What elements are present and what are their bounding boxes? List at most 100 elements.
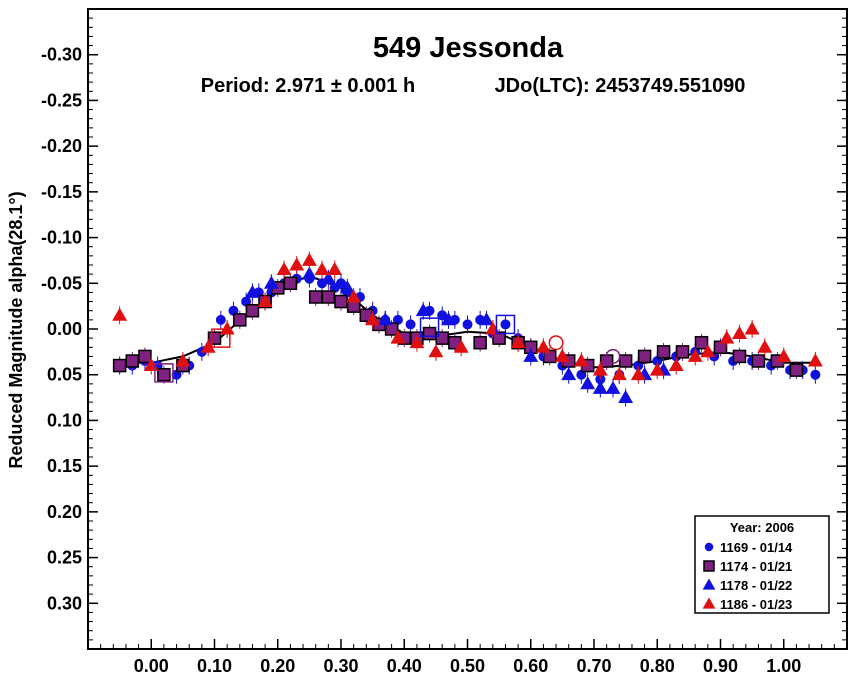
x-tick-label: 0.60 bbox=[513, 656, 548, 676]
data-point bbox=[719, 330, 735, 344]
x-tick-label: 0.10 bbox=[197, 656, 232, 676]
data-point bbox=[422, 326, 437, 341]
data-point bbox=[687, 348, 703, 362]
data-point bbox=[339, 280, 355, 294]
data-point bbox=[125, 354, 140, 368]
data-point bbox=[390, 330, 406, 344]
x-axis-ticks: 0.00 0.10 0.20 0.30 0.40 0.50 0.60 0.70 0.80 0.90… bbox=[87, 639, 848, 676]
legend-box bbox=[694, 515, 830, 614]
data-point bbox=[592, 380, 608, 394]
x-tick-label: 0.90 bbox=[703, 656, 738, 676]
data-point bbox=[384, 322, 399, 336]
legend-label: 1186 - 01/23 bbox=[720, 597, 792, 612]
y-tick-label: 0.05 bbox=[47, 365, 82, 385]
data-point bbox=[175, 353, 191, 367]
y-tick-label: 0.20 bbox=[47, 502, 82, 522]
data-point bbox=[112, 307, 128, 321]
chart-title: 549 Jessonda bbox=[373, 32, 564, 64]
open-marker bbox=[495, 314, 516, 335]
data-point bbox=[732, 325, 747, 340]
data-point bbox=[807, 353, 823, 367]
data-point bbox=[245, 303, 260, 318]
data-point bbox=[257, 293, 273, 308]
legend-marker bbox=[704, 542, 714, 552]
y-tick-label: -0.15 bbox=[41, 182, 82, 202]
data-point bbox=[618, 389, 634, 404]
legend-label: 1178 - 01/22 bbox=[720, 578, 792, 593]
data-point bbox=[713, 340, 728, 355]
data-point bbox=[428, 344, 444, 358]
data-point bbox=[637, 349, 652, 364]
y-tick-label: 0.00 bbox=[47, 319, 82, 339]
legend-marker bbox=[702, 597, 716, 609]
data-point bbox=[301, 252, 317, 266]
open-marker bbox=[605, 348, 621, 364]
y-tick-label: -0.05 bbox=[41, 273, 82, 293]
open-markers bbox=[154, 314, 621, 383]
data-point bbox=[630, 367, 646, 381]
data-point bbox=[611, 367, 627, 381]
x-tick-label: 0.80 bbox=[640, 656, 675, 676]
x-tick-label: 0.50 bbox=[450, 656, 485, 676]
data-point bbox=[479, 312, 494, 326]
data-point bbox=[157, 367, 171, 382]
y-tick-label: -0.10 bbox=[41, 228, 82, 248]
data-point bbox=[554, 348, 570, 362]
x-tick-label: 0.70 bbox=[576, 656, 611, 676]
data-point bbox=[320, 271, 336, 285]
open-marker bbox=[154, 363, 174, 383]
x-tick-label: 1.00 bbox=[766, 656, 801, 676]
data-point bbox=[751, 354, 766, 368]
legend-marker bbox=[702, 578, 716, 590]
data-point bbox=[314, 261, 330, 276]
data-point bbox=[308, 290, 323, 304]
data-point bbox=[453, 339, 469, 353]
y-tick-label: -0.25 bbox=[41, 90, 82, 110]
data-point bbox=[573, 353, 589, 367]
data-point bbox=[276, 261, 292, 276]
y-tick-label: -0.30 bbox=[41, 45, 82, 65]
data-point bbox=[437, 310, 448, 321]
data-point bbox=[263, 275, 279, 289]
data-point bbox=[500, 319, 511, 330]
data-point bbox=[244, 284, 260, 298]
period-label: Period: 2.971 ± 0.001 h bbox=[201, 75, 415, 97]
x-tick-label: 0.20 bbox=[260, 656, 295, 676]
data-point bbox=[346, 289, 362, 303]
data-point bbox=[289, 257, 305, 271]
legend-label: 1169 - 01/14 bbox=[720, 540, 793, 555]
data-point bbox=[675, 345, 690, 359]
data-point bbox=[283, 276, 298, 291]
y-tick-label: 0.30 bbox=[47, 593, 82, 613]
data-point bbox=[592, 362, 608, 376]
y-tick-label: 0.15 bbox=[47, 456, 82, 476]
data-point bbox=[523, 348, 539, 362]
data-point bbox=[776, 348, 792, 362]
data-point bbox=[542, 349, 557, 364]
data-point bbox=[492, 331, 506, 345]
y-tick-label: 0.10 bbox=[47, 410, 82, 430]
open-marker bbox=[211, 328, 231, 348]
data-point bbox=[535, 339, 551, 353]
open-marker bbox=[419, 317, 440, 337]
data-point bbox=[744, 321, 760, 335]
data-point bbox=[618, 354, 633, 368]
data-point bbox=[334, 294, 348, 309]
legend-label: 1174 - 01/21 bbox=[720, 559, 792, 574]
x-tick-label: 0.40 bbox=[387, 656, 422, 676]
data-point bbox=[112, 358, 127, 373]
data-point bbox=[757, 339, 773, 353]
data-point bbox=[441, 312, 456, 326]
data-point bbox=[694, 335, 709, 350]
data-point bbox=[409, 335, 425, 349]
y-axis-ticks: -0.30 -0.25 -0.20 -0.15 -0.10 -0.05 0.00 0.05 0.… bbox=[41, 8, 847, 650]
data-point bbox=[336, 278, 346, 289]
data-point bbox=[327, 261, 343, 276]
data-point bbox=[415, 303, 431, 317]
legend-marker bbox=[703, 560, 715, 572]
data-point bbox=[405, 319, 416, 330]
data-point bbox=[789, 363, 804, 377]
data-point bbox=[580, 376, 596, 390]
epoch-label: JDo(LTC): 2453749.551090 bbox=[495, 75, 746, 97]
